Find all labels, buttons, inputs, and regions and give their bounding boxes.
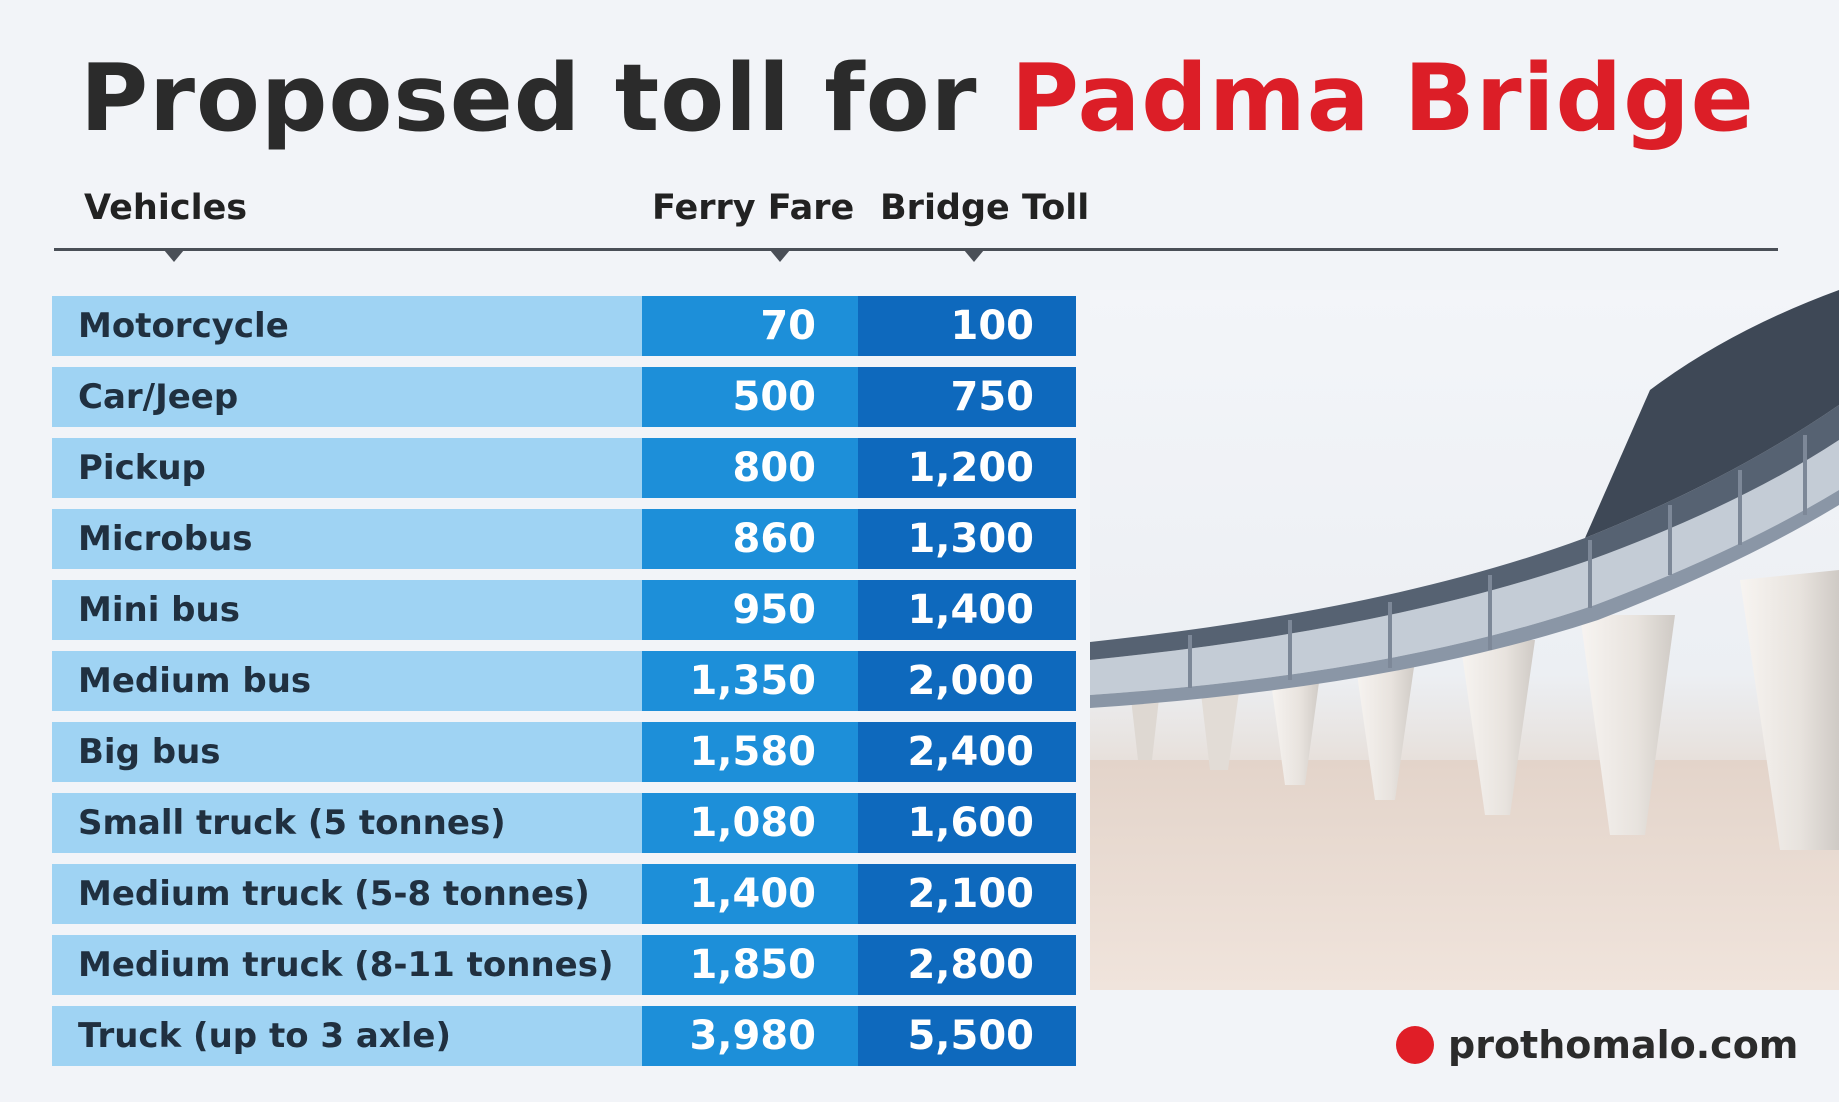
ferry-fare-cell: 1,350: [642, 651, 858, 711]
source-text: prothomalo.com: [1448, 1023, 1799, 1067]
source-credit: prothomalo.com: [1396, 1020, 1798, 1070]
bridge-toll-cell: 5,500: [858, 1006, 1076, 1066]
ferry-fare-cell: 70: [642, 296, 858, 356]
column-header-vehicles: Vehicles: [84, 188, 248, 228]
bridge-toll-cell: 2,400: [858, 722, 1076, 782]
bridge-toll-cell: 1,300: [858, 509, 1076, 569]
header-pointer-vehicles: [164, 250, 184, 262]
column-header-bridge-toll: Bridge Toll: [880, 188, 1090, 228]
table-row: Mini bus 950 1,400: [52, 580, 1076, 640]
table-row: Big bus 1,580 2,400: [52, 722, 1076, 782]
header-pointer-ferry-fare: [770, 250, 790, 262]
ferry-fare-cell: 500: [642, 367, 858, 427]
bridge-toll-cell: 1,600: [858, 793, 1076, 853]
ferry-fare-cell: 950: [642, 580, 858, 640]
table-row: Small truck (5 tonnes) 1,080 1,600: [52, 793, 1076, 853]
brand-dot-icon: [1396, 1026, 1434, 1064]
vehicle-cell: Medium bus: [52, 651, 642, 711]
vehicle-cell: Pickup: [52, 438, 642, 498]
vehicle-cell: Medium truck (5-8 tonnes): [52, 864, 642, 924]
ferry-fare-cell: 800: [642, 438, 858, 498]
bridge-toll-cell: 2,100: [858, 864, 1076, 924]
bridge-deck: [1090, 290, 1839, 708]
header-pointer-bridge-toll: [964, 250, 984, 262]
table-row: Medium bus 1,350 2,000: [52, 651, 1076, 711]
ferry-fare-cell: 1,580: [642, 722, 858, 782]
vehicle-cell: Microbus: [52, 509, 642, 569]
bridge-photo: [1090, 290, 1839, 990]
table-row: Microbus 860 1,300: [52, 509, 1076, 569]
bridge-truss: [1188, 435, 1807, 688]
header-divider: [54, 248, 1778, 251]
toll-table: Motorcycle 70 100 Car/Jeep 500 750 Pickup 800 1,…: [52, 296, 1076, 1077]
table-row: Medium truck (8-11 tonnes) 1,850 2,800: [52, 935, 1076, 995]
bridge-toll-cell: 1,400: [858, 580, 1076, 640]
ferry-fare-cell: 1,400: [642, 864, 858, 924]
ferry-fare-cell: 860: [642, 509, 858, 569]
bridge-toll-cell: 2,000: [858, 651, 1076, 711]
title-main: Proposed toll for: [80, 44, 1011, 152]
table-row: Motorcycle 70 100: [52, 296, 1076, 356]
table-row: Medium truck (5-8 tonnes) 1,400 2,100: [52, 864, 1076, 924]
bridge-toll-cell: 1,200: [858, 438, 1076, 498]
vehicle-cell: Mini bus: [52, 580, 642, 640]
table-row: Truck (up to 3 axle) 3,980 5,500: [52, 1006, 1076, 1066]
table-row: Pickup 800 1,200: [52, 438, 1076, 498]
vehicle-cell: Small truck (5 tonnes): [52, 793, 642, 853]
bridge-toll-cell: 100: [858, 296, 1076, 356]
title-accent: Padma Bridge: [1010, 44, 1755, 152]
ferry-fare-cell: 1,080: [642, 793, 858, 853]
vehicle-cell: Big bus: [52, 722, 642, 782]
vehicle-cell: Motorcycle: [52, 296, 642, 356]
ferry-fare-cell: 3,980: [642, 1006, 858, 1066]
bridge-piers: [1130, 570, 1839, 850]
ferry-fare-cell: 1,850: [642, 935, 858, 995]
vehicle-cell: Medium truck (8-11 tonnes): [52, 935, 642, 995]
vehicle-cell: Truck (up to 3 axle): [52, 1006, 642, 1066]
table-row: Car/Jeep 500 750: [52, 367, 1076, 427]
chart-title: Proposed toll for Padma Bridge: [80, 38, 1755, 158]
bridge-toll-cell: 2,800: [858, 935, 1076, 995]
column-header-ferry-fare: Ferry Fare: [652, 188, 855, 228]
vehicle-cell: Car/Jeep: [52, 367, 642, 427]
bridge-toll-cell: 750: [858, 367, 1076, 427]
